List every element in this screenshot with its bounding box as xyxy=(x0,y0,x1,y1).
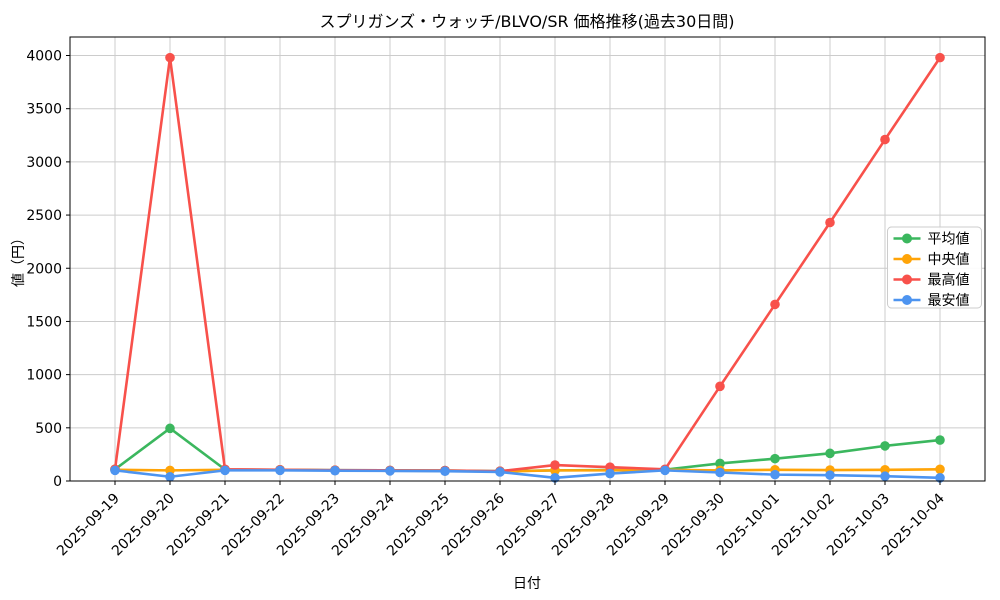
legend-entry-min: 最安値 xyxy=(893,293,970,309)
average-marker xyxy=(715,458,725,469)
legend-entry-median: 中央値 xyxy=(893,252,970,268)
y-axis-label: 値（円） xyxy=(11,231,27,287)
y-tick-label: 2000 xyxy=(26,261,62,277)
legend-entry-max: 最高値 xyxy=(893,272,970,289)
max-marker xyxy=(825,217,835,228)
series-layer xyxy=(110,52,945,483)
median-marker xyxy=(935,464,945,475)
y-tick-label: 500 xyxy=(35,421,62,437)
max-marker xyxy=(880,134,890,145)
legend-marker xyxy=(902,254,912,264)
average-marker xyxy=(825,448,835,459)
min-marker xyxy=(880,471,890,482)
max-marker xyxy=(165,52,175,63)
x-axis-label: 日付 xyxy=(513,576,541,592)
y-tick-label: 3000 xyxy=(26,155,62,171)
average-marker xyxy=(770,453,780,464)
min-marker xyxy=(550,473,560,483)
y-tick-label: 0 xyxy=(53,474,62,490)
min-marker xyxy=(825,470,835,480)
average-line xyxy=(113,427,942,473)
grid-layer xyxy=(70,37,985,482)
max-marker xyxy=(550,460,560,470)
legend-marker xyxy=(902,295,912,305)
min-marker xyxy=(110,465,120,476)
legend-marker xyxy=(902,233,912,244)
average-marker xyxy=(935,435,945,445)
min-marker xyxy=(770,469,780,480)
legend-label: 最安値 xyxy=(928,293,970,309)
min-marker xyxy=(935,473,945,483)
y-tick-label: 1500 xyxy=(26,314,62,330)
legend-label: 中央値 xyxy=(928,252,970,268)
y-tick-label: 4000 xyxy=(26,49,62,65)
min-marker xyxy=(330,465,340,476)
min-marker xyxy=(385,466,395,476)
tick-layer: 2025-09-192025-09-202025-09-212025-09-22… xyxy=(26,49,948,560)
y-tick-label: 3500 xyxy=(26,102,62,118)
max-marker xyxy=(770,299,780,310)
plot-frame xyxy=(69,36,986,482)
series-min xyxy=(110,465,945,483)
average-marker xyxy=(880,441,890,451)
min-marker xyxy=(660,465,670,476)
max-line xyxy=(113,56,942,473)
average-marker xyxy=(165,423,175,434)
legend-entry-average: 平均値 xyxy=(893,232,970,248)
series-max xyxy=(110,52,945,477)
legend-box xyxy=(887,226,982,309)
min-marker xyxy=(715,467,725,478)
min-marker xyxy=(605,468,615,479)
legend-label: 平均値 xyxy=(928,232,970,248)
min-marker xyxy=(275,465,285,476)
y-tick-label: 2500 xyxy=(26,208,62,224)
min-line xyxy=(113,469,942,480)
min-marker xyxy=(495,467,505,477)
y-tick-label: 1000 xyxy=(26,368,62,384)
max-marker xyxy=(935,52,945,63)
chart-title: スプリガンズ・ウォッチ/BLVO/SR 価格推移(過去30日間) xyxy=(319,12,734,31)
legend-label: 最高値 xyxy=(928,272,970,289)
legend-marker xyxy=(902,274,912,285)
max-marker xyxy=(715,381,725,392)
min-marker xyxy=(165,471,175,482)
min-marker xyxy=(440,466,450,477)
min-marker xyxy=(220,465,230,476)
